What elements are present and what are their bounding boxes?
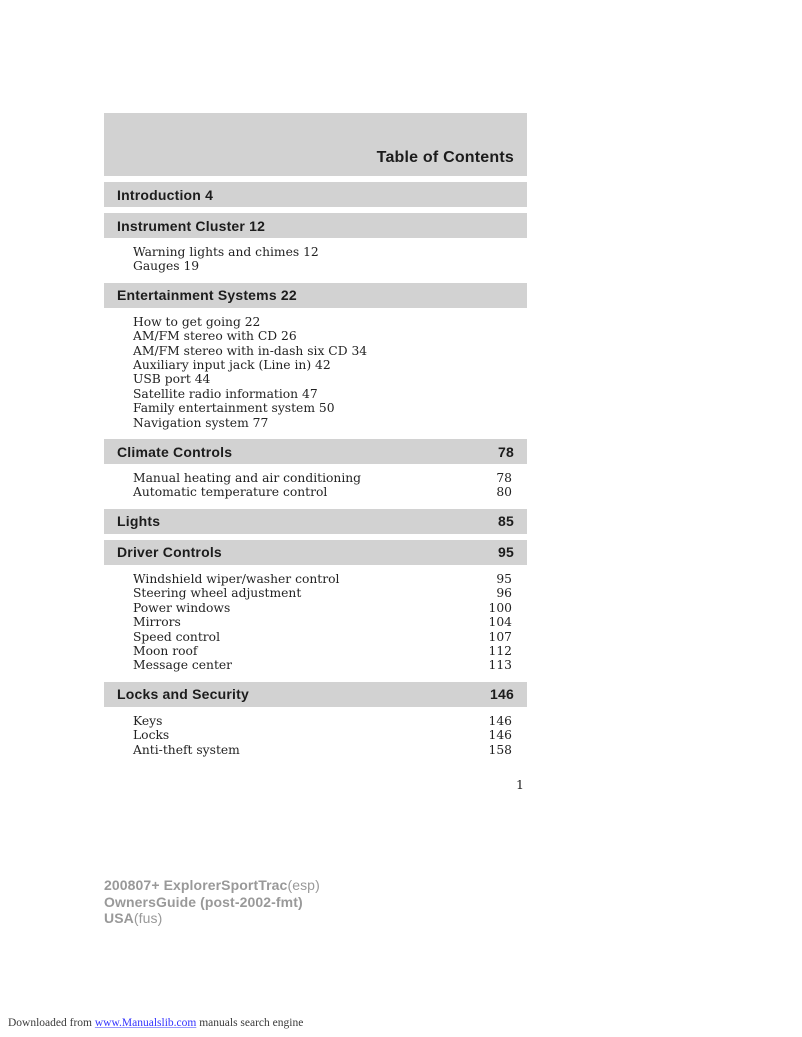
code-line2-bold: OwnersGuide (post-2002-fmt) xyxy=(104,893,303,910)
code-line3-bold: USA xyxy=(104,910,134,926)
toc-section-lights: Lights 85 xyxy=(104,508,527,534)
toc-entry-page: 96 xyxy=(496,586,512,601)
toc-entry-page: 113 xyxy=(488,658,512,673)
page-title: Table of Contents xyxy=(376,149,514,166)
toc-entry-page: 100 xyxy=(488,600,512,615)
toc-section-locks-and-security: Locks and Security 146 xyxy=(104,681,527,707)
toc-section-climate-controls: Climate Controls 78 xyxy=(104,439,527,465)
toc-entry: USB port 44 xyxy=(133,372,512,386)
toc-entry-label: Message center xyxy=(133,658,233,673)
toc-entry-page: 104 xyxy=(488,615,512,630)
toc-sections: Introduction 4 Instrument Cluster 12 Warni… xyxy=(104,182,527,760)
toc-section-title: Climate Controls xyxy=(117,443,233,460)
table-of-contents: Table of Contents Introduction 4 Instrume… xyxy=(104,113,527,760)
toc-section-title: Locks and Security xyxy=(117,686,249,703)
watermark: Downloaded from www.Manualslib.com manua… xyxy=(8,1017,303,1029)
toc-section-introduction-4: Introduction 4 xyxy=(104,182,527,207)
toc-entry-label: Steering wheel adjustment xyxy=(133,586,302,601)
toc-entry: Speed control 107 xyxy=(133,630,512,644)
toc-list-entertainment-systems-22: How to get going 22 AM/FM stereo with CD … xyxy=(104,308,527,433)
toc-entry: Windshield wiper/washer control 95 xyxy=(133,572,512,586)
toc-list-climate-controls: Manual heating and air conditioning 78 Aut… xyxy=(104,464,527,503)
toc-entry-label: Windshield wiper/washer control xyxy=(133,571,340,586)
toc-section-title: Entertainment Systems 22 xyxy=(117,287,297,304)
code-line1-normal: (esp) xyxy=(287,877,320,893)
toc-section-title: Instrument Cluster 12 xyxy=(117,217,266,234)
toc-entry: Moon roof 112 xyxy=(133,644,512,658)
toc-section-entertainment-systems-22: Entertainment Systems 22 xyxy=(104,282,527,308)
toc-entry-label: Warning lights and chimes 12 xyxy=(133,245,319,259)
toc-entry: Navigation system 77 xyxy=(133,416,512,430)
toc-entry-page: 158 xyxy=(488,742,512,757)
toc-section-title: Lights xyxy=(117,513,161,530)
toc-entry-label: AM/FM stereo with CD 26 xyxy=(133,329,297,344)
toc-entry: Warning lights and chimes 12 xyxy=(133,245,512,259)
toc-entry: How to get going 22 xyxy=(133,315,512,329)
toc-entry: Locks 146 xyxy=(133,728,512,742)
toc-entry: Anti-theft system 158 xyxy=(133,743,512,757)
toc-header-bar: Table of Contents xyxy=(104,113,527,176)
toc-entry-label: How to get going 22 xyxy=(133,314,261,329)
toc-entry: AM/FM stereo with in-dash six CD 34 xyxy=(133,344,512,358)
document-code-line-1: 200807+ ExplorerSportTrac(esp) xyxy=(104,877,320,894)
toc-list-locks-and-security: Keys 146 Locks 146 Anti-theft system 158 xyxy=(104,707,527,760)
document-code-line-3: USA(fus) xyxy=(104,910,320,927)
toc-entry-label: Anti-theft system xyxy=(133,742,240,757)
toc-section-page: 78 xyxy=(498,443,514,460)
document-code-line-2: OwnersGuide (post-2002-fmt) xyxy=(104,894,320,911)
toc-entry-label: Family entertainment system 50 xyxy=(133,401,335,416)
toc-section-page: 146 xyxy=(490,686,514,703)
watermark-prefix: Downloaded from xyxy=(8,1017,95,1029)
toc-section-page: 95 xyxy=(498,544,514,561)
toc-entry-label: Power windows xyxy=(133,600,231,615)
toc-entry-page: 107 xyxy=(488,629,512,644)
document-code-block: 200807+ ExplorerSportTrac(esp) OwnersGui… xyxy=(104,877,320,927)
toc-entry: AM/FM stereo with CD 26 xyxy=(133,329,512,343)
toc-entry-label: Automatic temperature control xyxy=(133,485,328,500)
toc-entry-label: Mirrors xyxy=(133,615,181,630)
toc-entry-label: USB port 44 xyxy=(133,372,211,387)
toc-section-instrument-cluster-12: Instrument Cluster 12 xyxy=(104,213,527,238)
toc-entry-page: 112 xyxy=(488,643,512,658)
toc-entry-label: Auxiliary input jack (Line in) 42 xyxy=(133,358,331,373)
toc-entry-page: 146 xyxy=(488,713,512,728)
toc-section-driver-controls: Driver Controls 95 xyxy=(104,539,527,565)
page-number: 1 xyxy=(516,777,524,792)
toc-entry-label: Satellite radio information 47 xyxy=(133,386,318,401)
toc-entry: Automatic temperature control 80 xyxy=(133,485,512,499)
toc-entry: Message center 113 xyxy=(133,658,512,672)
toc-entry-page: 95 xyxy=(496,571,512,586)
toc-entry: Auxiliary input jack (Line in) 42 xyxy=(133,358,512,372)
toc-entry: Mirrors 104 xyxy=(133,615,512,629)
toc-entry-page: 78 xyxy=(496,471,512,486)
toc-entry-label: Moon roof xyxy=(133,643,198,658)
toc-entry-label: Locks xyxy=(133,728,170,743)
toc-entry-label: AM/FM stereo with in-dash six CD 34 xyxy=(133,343,368,358)
code-line3-normal: (fus) xyxy=(133,910,163,926)
manualslib-link[interactable]: www.Manualslib.com xyxy=(94,1017,197,1029)
toc-entry: Satellite radio information 47 xyxy=(133,387,512,401)
toc-entry-label: Keys xyxy=(133,713,163,728)
toc-entry-label: Navigation system 77 xyxy=(133,415,269,430)
toc-section-title: Introduction 4 xyxy=(117,186,214,203)
watermark-suffix: manuals search engine xyxy=(196,1017,304,1029)
toc-entry: Gauges 19 xyxy=(133,259,512,273)
code-line1-bold: 200807+ ExplorerSportTrac xyxy=(104,877,288,893)
toc-section-title: Driver Controls xyxy=(117,544,222,561)
toc-entry-label: Speed control xyxy=(133,629,220,644)
toc-entry: Keys 146 xyxy=(133,714,512,728)
toc-entry: Power windows 100 xyxy=(133,601,512,615)
toc-list-driver-controls: Windshield wiper/washer control 95 Steerin… xyxy=(104,565,527,676)
toc-entry: Steering wheel adjustment 96 xyxy=(133,586,512,600)
toc-entry-page: 146 xyxy=(488,728,512,743)
toc-entry-page: 80 xyxy=(496,485,512,500)
toc-entry-label: Manual heating and air conditioning xyxy=(133,471,362,486)
toc-section-page: 85 xyxy=(498,513,514,530)
toc-list-instrument-cluster-12: Warning lights and chimes 12 Gauges 19 xyxy=(104,238,527,277)
toc-entry-label: Gauges 19 xyxy=(133,259,200,274)
toc-entry: Manual heating and air conditioning 78 xyxy=(133,471,512,485)
toc-entry: Family entertainment system 50 xyxy=(133,401,512,415)
